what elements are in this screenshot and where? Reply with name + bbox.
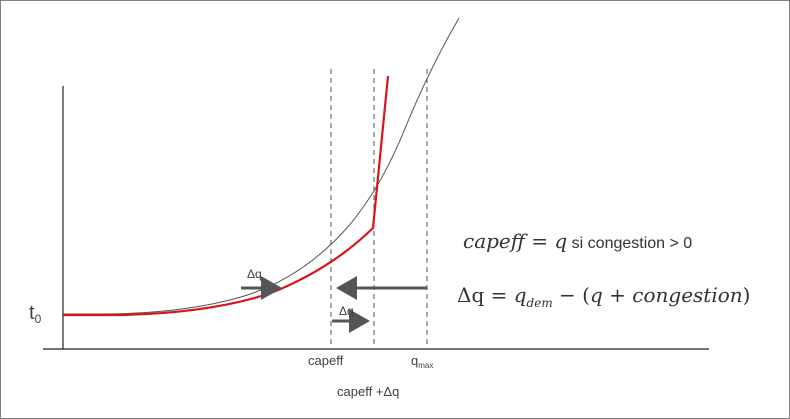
base-curve (63, 17, 460, 315)
effective-curve (63, 75, 390, 317)
capeff-label: capeff (308, 353, 344, 368)
dq-left-label: Δq (247, 267, 262, 281)
formula-capeff: capeff = q si congestion > 0 (463, 229, 692, 253)
dq-mid-label: Δq (339, 304, 354, 318)
qmax-label: qmax (411, 353, 433, 370)
t0-label: t0 (29, 302, 42, 326)
capeff-dq-label: capeff +Δq (337, 384, 399, 399)
formula-dq: Δq = qdem − (q + congestion) (457, 283, 750, 310)
